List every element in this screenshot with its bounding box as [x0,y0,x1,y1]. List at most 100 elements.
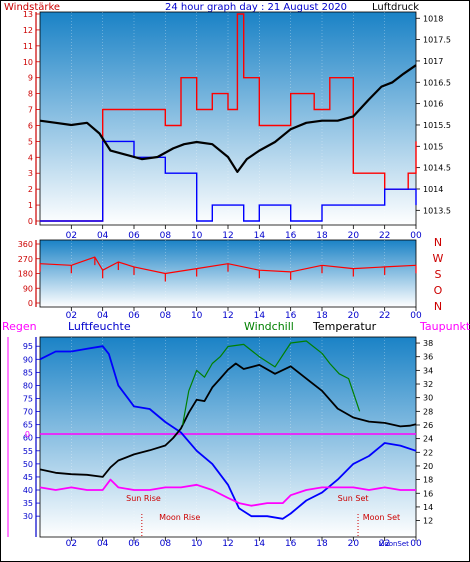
windchill-label: Windchill [244,320,294,333]
windstaerke-tick-label: 6 [28,121,33,130]
direction-tick-label: 360 [18,240,33,249]
x-tick-label: 18 [316,311,328,321]
taupunkt-label: Taupunkt [419,320,470,333]
temp-tick-label: 32 [423,380,433,389]
x-tick-label: 20 [348,311,360,321]
x-tick-label: 16 [285,231,297,241]
direction-series [39,256,417,275]
luftdruck-tick-label: 1018 [423,14,443,23]
luftdruck-tick-label: 1017.5 [423,36,451,45]
sun-rise-label: Sun Rise [126,494,161,503]
wind-pressure-panel [39,11,417,226]
temp-tick-label: 14 [423,503,433,512]
x-tick-label: 12 [222,231,233,241]
wind-gust-series [40,13,417,222]
windstaerke-tick-label: 13 [23,10,33,19]
x-tick-label: 04 [97,311,109,321]
windstaerke-header: Windstärke [4,2,60,13]
x-tick-label: 10 [191,311,203,321]
windstaerke-tick-label: 2 [28,185,33,194]
windchill-series [182,340,361,426]
humidity-tick-label: 35 [23,499,33,508]
temperatur-label: Temperatur [312,320,377,333]
x-tick-label: 18 [316,231,328,241]
compass-label: O [434,284,443,297]
moon-rise-label: Moon Rise [159,513,200,522]
direction-tick-label: 270 [18,255,33,264]
x-tick-label: 22 [379,311,390,321]
humidity-tick-label: 55 [23,447,33,456]
luftdruck-header: Luftdruck [372,2,419,13]
luftdruck-tick-label: 1014 [423,185,443,194]
humidity-tick-label: 45 [23,473,33,482]
x-tick-label: 04 [97,231,109,241]
temp-tick-label: 38 [423,339,433,348]
x-tick-label: 14 [254,311,266,321]
humidity-tick-label: 65 [23,421,33,430]
humidity-tick-label: 40 [23,486,33,495]
humidity-tick-label: 95 [23,342,33,351]
windstaerke-tick-label: 1 [28,201,33,210]
compass-label: S [435,268,442,281]
rain-zero-label: 0 [25,430,30,439]
humidity-tick-label: 30 [23,512,33,521]
luftfeuchte-label: Luftfeuchte [68,320,131,333]
luftdruck-tick-label: 1016.5 [423,78,451,87]
x-tick-label: 02 [66,231,77,241]
x-tick-label: 08 [160,311,172,321]
x-tick-label: 06 [128,539,140,549]
x-tick-label: 22 [379,539,390,549]
luftdruck-tick-label: 1013.5 [423,206,451,215]
humidity-tick-label: 60 [23,434,33,443]
x-tick-label: 20 [348,539,360,549]
temp-tick-label: 20 [423,462,433,471]
direction-tick-label: 0 [28,299,33,308]
luftdruck-tick-label: 1015.5 [423,121,451,130]
x-tick-label: 00 [410,231,422,241]
luftdruck-tick-label: 1016 [423,100,443,109]
sun-set-label: Sun Set [338,494,369,503]
x-tick-label: 16 [285,539,297,549]
windstaerke-tick-label: 5 [28,137,33,146]
x-tick-label: 18 [316,539,328,549]
windstaerke-tick-label: 3 [28,169,33,178]
x-tick-label: 02 [66,311,77,321]
humidity-tick-label: 50 [23,460,33,469]
direction-tick-label: 90 [23,284,33,293]
x-tick-label: 10 [191,539,203,549]
windstaerke-tick-label: 12 [23,26,33,35]
pressure-series [39,64,417,173]
x-tick-label: 20 [348,231,360,241]
temp-tick-label: 26 [423,421,433,430]
temp-tick-label: 24 [423,435,433,444]
graph-title: 24 hour graph day : 21 August 2020 [165,2,347,13]
windstaerke-tick-label: 4 [28,153,33,162]
temp-tick-label: 28 [423,407,433,416]
x-tick-label: 08 [160,539,172,549]
x-tick-label: 06 [128,311,140,321]
temp-tick-label: 30 [423,394,433,403]
compass-label: W [433,252,444,265]
windstaerke-tick-label: 7 [28,106,33,115]
direction-tick-label: 180 [18,270,33,279]
windstaerke-tick-label: 11 [23,42,33,51]
windstaerke-tick-label: 0 [28,217,33,226]
humidity-tick-label: 75 [23,395,33,404]
temp-tick-label: 22 [423,448,433,457]
wind-speed-series [40,140,417,222]
x-tick-label: 04 [97,539,109,549]
moon-set-label: Moon Set [363,513,400,522]
temp-humidity-chart: 30 35 40 45 50 55 60 65 70 75 80 85 90 95 12 14 16 18 20 22… [7,337,433,549]
dewpoint-series [39,478,416,507]
x-tick-label: 14 [254,231,266,241]
x-tick-label: 12 [222,539,233,549]
temp-tick-label: 36 [423,353,433,362]
humidity-tick-label: 85 [23,368,33,377]
regen-label: Regen [2,320,37,333]
temp-tick-label: 34 [423,366,433,375]
x-tick-label: 08 [160,231,172,241]
windstaerke-tick-label: 10 [23,58,33,67]
humidity-tick-label: 90 [23,355,33,364]
